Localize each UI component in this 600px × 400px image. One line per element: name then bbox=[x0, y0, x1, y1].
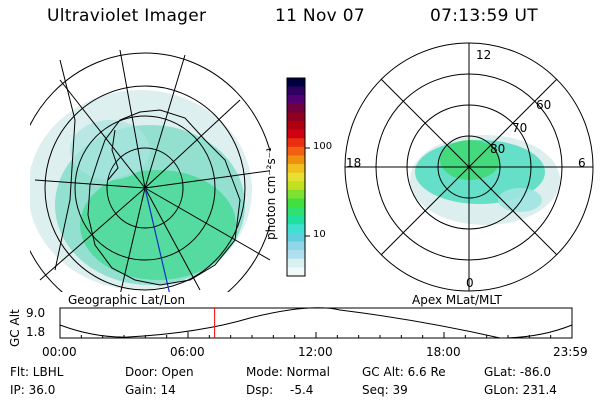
mlt-label-6: 6 bbox=[578, 156, 586, 170]
colorbar-segment bbox=[287, 112, 305, 122]
lat-ring bbox=[106, 147, 184, 229]
gc-alt-info: GC Alt: 6.6 Re bbox=[362, 365, 446, 379]
mlat-label-80: 80 bbox=[490, 142, 506, 156]
colorbar-segment bbox=[287, 164, 305, 174]
mlt-label-12: 12 bbox=[476, 48, 492, 62]
colorbar-segment bbox=[287, 189, 305, 200]
colorbar-segment bbox=[287, 78, 305, 88]
timeline-xtick-2359: 23:59 bbox=[553, 345, 588, 359]
meridians bbox=[34, 49, 270, 292]
door-info: Door: Open bbox=[125, 365, 194, 379]
apex-panel-label: Apex MLat/MLT bbox=[412, 293, 502, 307]
colorbar-segment bbox=[287, 146, 305, 156]
timeline-xtick-1200: 12:00 bbox=[298, 345, 333, 359]
dsp-value: -5.4 bbox=[290, 383, 314, 397]
colorbar-segment bbox=[287, 241, 305, 251]
filter-info: Flt: LBHL bbox=[10, 365, 64, 379]
timeline-ytick-top: 9.0 bbox=[26, 306, 46, 320]
mlt-label-18: 18 bbox=[346, 156, 362, 170]
timeline-ytick-bottom: 1.8 bbox=[26, 325, 46, 339]
colorbar-segment bbox=[287, 232, 305, 243]
colorbar-segment bbox=[287, 224, 305, 234]
colorbar-segment bbox=[287, 198, 305, 208]
colorbar-segment bbox=[287, 121, 305, 131]
dateline-meridian bbox=[144, 187, 170, 292]
mlt-label-0: 0 bbox=[466, 276, 474, 290]
colorbar-tick-10: 10 bbox=[313, 229, 326, 240]
mode-info: Mode: Normal bbox=[246, 365, 330, 379]
lat-ring bbox=[74, 115, 216, 261]
geographic-panel-label: Geographic Lat/Lon bbox=[68, 293, 186, 307]
gain-info: Gain: 14 bbox=[125, 383, 176, 397]
seq-info: Seq: 39 bbox=[362, 383, 408, 397]
colorbar-segment bbox=[287, 95, 305, 105]
mlat-label-70: 70 bbox=[512, 121, 528, 135]
time-label: 07:13:59 UT bbox=[430, 6, 538, 26]
colorbar-frame bbox=[286, 77, 306, 277]
mlat-label-60: 60 bbox=[536, 98, 552, 112]
colorbar-segment bbox=[287, 207, 305, 217]
glon-info: GLon: 231.4 bbox=[484, 383, 557, 397]
altitude-curve bbox=[59, 307, 573, 339]
instrument-title: Ultraviolet Imager bbox=[47, 6, 207, 26]
colorbar-segment bbox=[287, 258, 305, 268]
timeline-xtick-0000: 00:00 bbox=[42, 345, 77, 359]
dsp-label: Dsp: bbox=[246, 383, 274, 397]
colorbar-segment bbox=[287, 86, 305, 96]
colorbar-segment bbox=[287, 181, 305, 191]
lat-ring bbox=[30, 52, 270, 292]
date-label: 11 Nov 07 bbox=[275, 6, 365, 26]
colorbar-segment bbox=[287, 267, 305, 277]
auroral-emission-inner bbox=[80, 170, 236, 280]
colorbar-segment bbox=[287, 215, 305, 225]
colorbar-segment bbox=[287, 129, 305, 139]
glat-info: GLat: -86.0 bbox=[484, 365, 551, 379]
lat-ring bbox=[44, 85, 246, 291]
colorbar-segment bbox=[287, 103, 305, 113]
colorbar-tick-100: 100 bbox=[313, 141, 333, 152]
coastline bbox=[87, 109, 241, 286]
colorbar-segment bbox=[287, 172, 305, 182]
colorbar-segment bbox=[287, 155, 305, 165]
timeline-xtick-0600: 06:00 bbox=[170, 345, 205, 359]
colorbar-segment bbox=[287, 250, 305, 260]
ip-info: IP: 36.0 bbox=[10, 383, 56, 397]
colorbar-segment bbox=[287, 138, 305, 148]
timeline-xtick-1800: 18:00 bbox=[426, 345, 461, 359]
